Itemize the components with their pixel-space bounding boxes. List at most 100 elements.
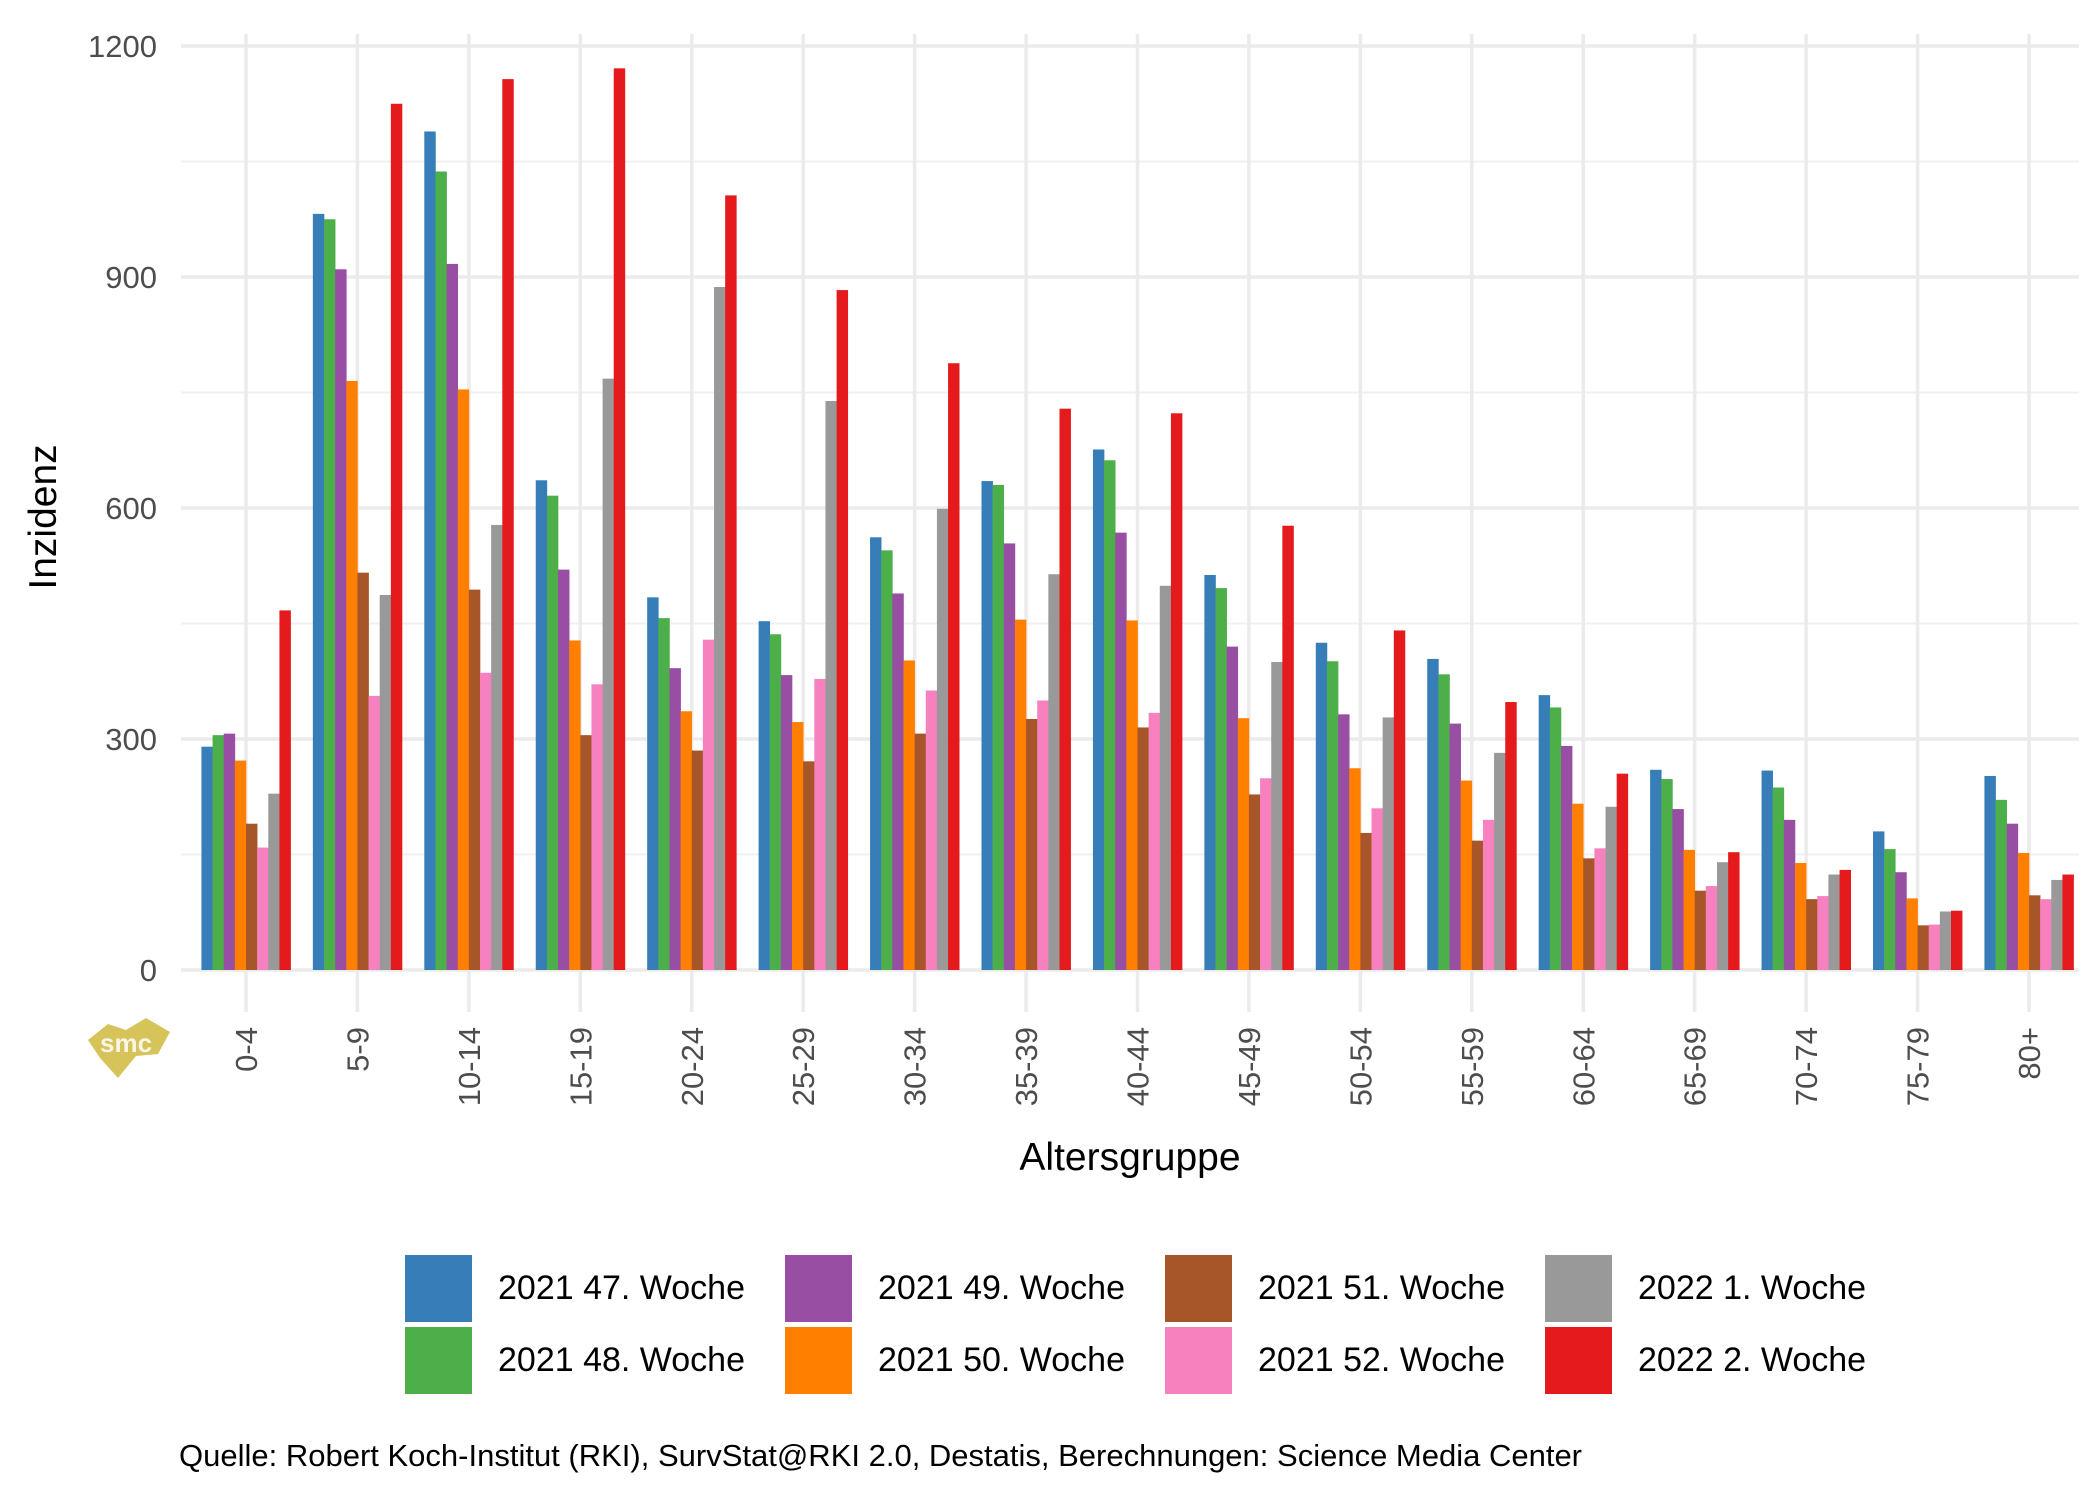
bar <box>814 678 826 970</box>
bar <box>1215 588 1227 970</box>
legend-label: 2021 49. Woche <box>878 1268 1125 1307</box>
legend-swatch <box>785 1254 852 1322</box>
bar <box>569 640 581 970</box>
bar <box>1505 702 1517 970</box>
bar <box>1872 831 1885 970</box>
bar <box>246 823 258 970</box>
bar <box>680 711 693 970</box>
bar-chart: 0 300 600 900 1200 0-4 5-9 10-14 15-19 20-24 25-2… <box>22 29 2079 1179</box>
bar <box>234 760 247 970</box>
bar <box>1716 862 1729 970</box>
bar <box>1694 890 1707 970</box>
legend-label: 2021 52. Woche <box>1258 1340 1505 1379</box>
bar <box>212 735 225 970</box>
bar <box>1260 778 1272 970</box>
bar <box>1226 646 1239 970</box>
bar <box>914 733 927 970</box>
bar <box>1237 718 1250 970</box>
bar <box>1683 849 1695 970</box>
bar <box>2017 852 2030 970</box>
bar <box>948 363 960 970</box>
bar <box>446 263 459 970</box>
bar <box>647 597 659 970</box>
legend-item: 2022 1. Woche <box>1545 1252 1925 1324</box>
bar <box>580 735 592 970</box>
bar <box>613 68 626 970</box>
bar <box>1148 712 1161 970</box>
bar <box>1728 852 1740 970</box>
bar <box>702 639 715 970</box>
bar <box>1828 874 1840 970</box>
legend-item: 2021 51. Woche <box>1165 1252 1545 1324</box>
y-tick-label: 300 <box>105 722 157 757</box>
bar <box>936 508 949 970</box>
x-tick-label: 35-39 <box>1009 1027 1044 1106</box>
bar <box>1616 773 1629 970</box>
y-tick-label: 600 <box>105 491 157 526</box>
bar <box>1806 899 1818 970</box>
x-tick-label: 50-54 <box>1343 1027 1378 1106</box>
bar <box>591 684 603 970</box>
bar <box>780 675 793 970</box>
y-tick-label: 900 <box>105 260 157 295</box>
bar <box>535 480 548 970</box>
legend-item: 2021 48. Woche <box>405 1324 785 1396</box>
bar <box>1315 642 1328 970</box>
legend-swatch <box>1165 1254 1232 1322</box>
smc-logo: smc <box>78 1012 178 1087</box>
bar <box>1460 780 1473 970</box>
bar <box>1672 809 1684 970</box>
bar <box>691 750 704 970</box>
bar <box>1048 574 1060 970</box>
x-axis-ticks: 0-4 5-9 10-14 15-19 20-24 25-29 30-34 35-39 40-4… <box>229 1027 2047 1106</box>
bar <box>903 660 915 970</box>
bar <box>1282 525 1294 970</box>
bar <box>1839 869 1851 970</box>
bar <box>2062 874 2074 970</box>
bar <box>1705 886 1718 970</box>
y-axis-ticks: 0 300 600 900 1200 <box>88 29 157 988</box>
bar <box>2051 879 2063 970</box>
bar <box>1817 896 1829 970</box>
bar <box>1360 832 1372 970</box>
bar <box>346 380 358 970</box>
bar <box>201 746 213 970</box>
y-axis-title: Inzidenz <box>22 444 65 589</box>
bar <box>1204 574 1216 970</box>
bar <box>1895 872 1907 970</box>
bar <box>792 722 804 970</box>
bar <box>1995 799 2008 970</box>
bar <box>279 610 291 970</box>
bar <box>803 761 815 970</box>
bar <box>1950 910 1963 970</box>
legend-swatch <box>405 1254 472 1322</box>
bar <box>1014 619 1027 970</box>
x-tick-label: 80+ <box>2012 1027 2047 1080</box>
bar <box>992 484 1005 970</box>
bar <box>368 695 381 970</box>
bar <box>357 572 369 970</box>
legend-label: 2022 1. Woche <box>1638 1268 1867 1307</box>
bar <box>1572 803 1584 970</box>
bar <box>1761 770 1773 970</box>
bar <box>602 378 615 970</box>
bar <box>1026 718 1038 970</box>
bar <box>825 400 837 971</box>
legend-label: 2021 50. Woche <box>878 1340 1125 1379</box>
legend-item: 2022 2. Woche <box>1545 1324 1925 1396</box>
bar <box>268 793 280 970</box>
bar <box>379 595 392 970</box>
bar <box>1137 727 1149 970</box>
bar <box>468 589 481 970</box>
legend-swatch <box>785 1326 852 1394</box>
bar <box>335 269 347 970</box>
bar <box>1783 819 1796 970</box>
bar <box>1438 674 1450 970</box>
bar <box>2040 899 2052 970</box>
bar <box>1560 745 1573 970</box>
bar <box>324 219 336 970</box>
bar <box>1661 779 1673 970</box>
bar <box>1104 460 1116 970</box>
x-axis-title: Altersgruppe <box>1019 1136 1240 1179</box>
bar <box>223 733 236 970</box>
